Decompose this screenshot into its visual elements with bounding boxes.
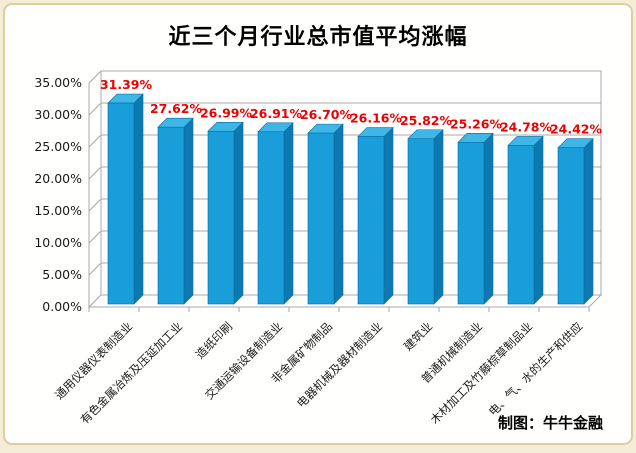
bar-side-face	[483, 132, 494, 305]
bar	[507, 145, 535, 305]
y-tick-label: 20.00%	[34, 171, 82, 186]
bar-side-face	[233, 121, 244, 305]
bar-value-label: 26.70%	[300, 107, 353, 122]
y-tick-label: 10.00%	[34, 235, 82, 250]
bar	[557, 147, 585, 305]
y-tick-diagonal	[88, 262, 102, 276]
bar	[357, 136, 385, 305]
source-credit: 制图：牛牛金融	[497, 414, 603, 432]
bar	[407, 138, 435, 305]
bar	[257, 131, 285, 305]
y-tick-diagonal	[88, 166, 102, 180]
bar	[457, 142, 485, 305]
category-label: 电器机械及器材制造业	[294, 319, 385, 410]
bar-value-label: 24.78%	[500, 119, 553, 134]
y-tick-diagonal	[88, 230, 102, 244]
y-tick-diagonal	[88, 70, 102, 84]
chart-card: 近三个月行业总市值平均涨幅 0.00% 5.00% 10.00% 15.00% 20.0…	[3, 3, 633, 445]
y-tick-diagonal	[88, 198, 102, 212]
bar-side-face	[583, 137, 594, 305]
category-label: 有色金属冶炼及压延加工业	[78, 319, 185, 426]
bar-value-label: 27.62%	[150, 101, 203, 116]
bar-chart-3d: 0.00% 5.00% 10.00% 15.00% 20.00% 25.00% 30.00%…	[34, 70, 603, 427]
y-tick-label: 25.00%	[34, 139, 82, 154]
chart-title: 近三个月行业总市值平均涨幅	[168, 25, 468, 50]
bar	[107, 102, 135, 305]
y-tick-label: 15.00%	[34, 203, 82, 218]
bar-value-label: 24.42%	[550, 122, 603, 137]
y-tick-label: 5.00%	[42, 267, 82, 282]
bar-side-face	[283, 122, 294, 305]
bar-value-label: 25.26%	[450, 116, 503, 131]
bar-side-face	[333, 123, 344, 305]
y-tick-label: 35.00%	[34, 75, 82, 90]
category-label: 电、气、水的生产和供应	[486, 319, 585, 418]
y-tick-label: 30.00%	[34, 107, 82, 122]
bar-side-face	[433, 129, 444, 305]
category-label: 木材加工及竹藤棕草制品业	[428, 319, 535, 426]
bar-side-face	[533, 135, 544, 305]
category-label: 造纸印刷	[193, 319, 235, 361]
category-label: 建筑业	[401, 319, 435, 353]
bar-value-label: 26.16%	[350, 111, 403, 126]
bar	[307, 132, 335, 305]
bar-side-face	[183, 117, 194, 305]
bar-value-label: 26.99%	[200, 105, 253, 120]
bar	[157, 126, 185, 305]
bar-value-label: 31.39%	[100, 77, 153, 92]
bar-value-label: 26.91%	[250, 106, 303, 121]
bar-value-label: 25.82%	[400, 113, 453, 128]
bar-side-face	[133, 93, 144, 305]
y-tick-label: 0.00%	[42, 299, 82, 314]
y-tick-diagonal	[88, 102, 102, 116]
y-tick-diagonal	[88, 134, 102, 148]
bar	[207, 130, 235, 305]
bar-side-face	[383, 126, 394, 305]
